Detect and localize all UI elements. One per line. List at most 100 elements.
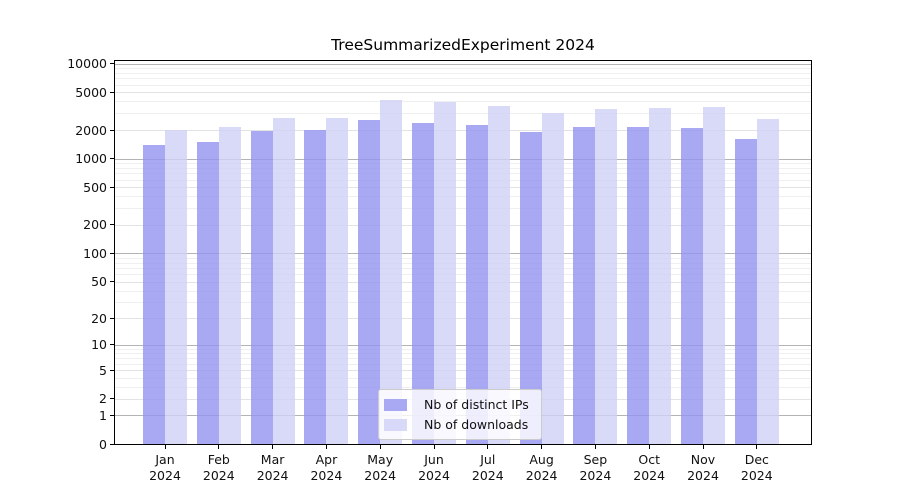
y-tick-label: 2000 bbox=[75, 122, 107, 138]
bar-distinct-ips bbox=[196, 141, 219, 444]
y-tick-mark bbox=[110, 369, 114, 371]
gridline-minor bbox=[115, 318, 811, 320]
y-tick-mark bbox=[110, 63, 114, 65]
x-tick-label: Nov 2024 bbox=[687, 452, 719, 483]
bar-downloads bbox=[218, 126, 241, 444]
y-tick-mark bbox=[110, 443, 114, 445]
bar-downloads bbox=[703, 106, 725, 444]
bar-distinct-ips bbox=[519, 131, 542, 444]
bar-distinct-ips bbox=[143, 144, 165, 444]
x-tick-mark bbox=[325, 445, 327, 449]
y-tick-label: 5000 bbox=[75, 84, 107, 100]
bar-downloads bbox=[380, 99, 403, 444]
gridline-major bbox=[115, 63, 811, 65]
legend-swatch-downloads bbox=[384, 418, 407, 431]
x-tick-mark bbox=[756, 445, 758, 449]
legend-item-downloads: Nb of downloads bbox=[384, 417, 529, 432]
x-tick-label: Aug 2024 bbox=[525, 452, 558, 483]
legend-item-distinct-ips: Nb of distinct IPs bbox=[384, 397, 529, 412]
y-tick-label: 2 bbox=[99, 391, 107, 407]
gridline-minor bbox=[115, 377, 811, 379]
x-tick-mark bbox=[648, 445, 650, 449]
bar-distinct-ips bbox=[250, 130, 273, 444]
gridline-minor bbox=[115, 208, 811, 210]
y-tick-label: 10 bbox=[91, 337, 107, 353]
gridlines-layer bbox=[115, 61, 811, 444]
gridline-minor bbox=[115, 173, 811, 175]
y-tick-mark bbox=[110, 186, 114, 188]
gridline-minor bbox=[115, 353, 811, 355]
bar-downloads bbox=[487, 105, 510, 444]
x-tick-label: Jul 2024 bbox=[471, 452, 504, 483]
gridline-minor bbox=[115, 78, 811, 80]
y-tick-label: 500 bbox=[83, 179, 107, 195]
bar-distinct-ips bbox=[734, 138, 757, 444]
chart-title: TreeSummarizedExperiment 2024 bbox=[331, 36, 595, 54]
y-tick-mark bbox=[110, 224, 114, 226]
y-tick-label: 1000 bbox=[75, 151, 107, 167]
x-tick-mark bbox=[272, 445, 274, 449]
bar-downloads bbox=[541, 113, 564, 444]
x-tick-label: Apr 2024 bbox=[310, 452, 343, 483]
x-tick-label: Mar 2024 bbox=[256, 452, 289, 483]
gridline-minor bbox=[115, 163, 811, 164]
y-tick-mark bbox=[110, 252, 114, 254]
gridline-major bbox=[115, 158, 811, 160]
bar-downloads bbox=[326, 117, 349, 444]
gridline-minor bbox=[115, 92, 811, 94]
y-tick-label: 200 bbox=[83, 217, 107, 233]
x-tick-label: Jun 2024 bbox=[418, 452, 450, 483]
gridline-minor bbox=[115, 267, 811, 269]
y-tick-label: 50 bbox=[91, 274, 107, 290]
x-tick-mark bbox=[594, 445, 596, 449]
bar-downloads bbox=[649, 107, 672, 444]
y-tick-mark bbox=[110, 158, 114, 160]
y-tick-label: 100 bbox=[83, 245, 107, 261]
legend-label-distinct-ips: Nb of distinct IPs bbox=[424, 397, 529, 412]
gridline-minor bbox=[115, 113, 811, 115]
x-tick-mark bbox=[541, 445, 543, 449]
gridline-minor bbox=[115, 72, 811, 74]
bar-downloads bbox=[165, 130, 187, 444]
gridline-minor bbox=[115, 386, 811, 388]
bar-distinct-ips bbox=[465, 125, 488, 444]
bar-downloads bbox=[595, 109, 618, 444]
x-tick-label: Sep 2024 bbox=[579, 452, 612, 483]
y-tick-label: 10000 bbox=[67, 56, 107, 72]
gridline-minor bbox=[115, 187, 811, 189]
x-tick-mark bbox=[379, 445, 381, 449]
gridline-major bbox=[115, 344, 811, 346]
y-tick-label: 1 bbox=[99, 407, 107, 423]
gridline-minor bbox=[115, 274, 811, 276]
gridline-minor bbox=[115, 302, 811, 304]
y-tick-mark bbox=[110, 129, 114, 131]
y-tick-mark bbox=[110, 91, 114, 93]
bar-distinct-ips bbox=[412, 122, 434, 444]
x-tick-mark bbox=[487, 445, 489, 449]
bars-layer bbox=[115, 61, 811, 444]
gridline-minor bbox=[115, 84, 811, 86]
y-tick-mark bbox=[110, 344, 114, 346]
bar-downloads bbox=[756, 119, 779, 444]
x-tick-label: May 2024 bbox=[364, 452, 397, 483]
gridline-minor bbox=[115, 130, 811, 132]
gridline-minor bbox=[115, 363, 811, 365]
gridline-minor bbox=[115, 67, 811, 69]
gridline-minor bbox=[115, 370, 811, 371]
legend-swatch-distinct-ips bbox=[384, 398, 407, 411]
bar-distinct-ips bbox=[627, 127, 650, 444]
gridline-minor bbox=[115, 281, 811, 283]
y-tick-label: 20 bbox=[91, 310, 107, 326]
legend: Nb of distinct IPs Nb of downloads bbox=[378, 389, 542, 440]
x-tick-label: Oct 2024 bbox=[633, 452, 666, 483]
y-tick-label: 5 bbox=[99, 362, 107, 378]
y-tick-mark bbox=[110, 398, 114, 400]
x-tick-label: Dec 2024 bbox=[740, 452, 773, 483]
x-tick-label: Jan 2024 bbox=[149, 452, 181, 483]
bar-distinct-ips bbox=[681, 127, 703, 444]
bar-downloads bbox=[272, 118, 295, 444]
gridline-minor bbox=[115, 101, 811, 103]
gridline-minor bbox=[115, 348, 811, 350]
y-tick-mark bbox=[110, 414, 114, 416]
